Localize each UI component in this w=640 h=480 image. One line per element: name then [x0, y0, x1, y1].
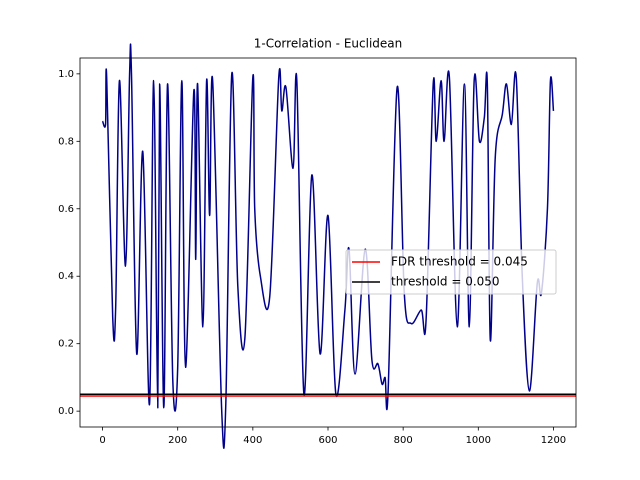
y-tick-label: 0.6	[58, 204, 74, 215]
line-series	[101, 43, 555, 449]
legend-label: threshold = 0.050	[391, 275, 500, 289]
x-tick-label: 0	[99, 435, 105, 446]
x-tick-label: 600	[318, 435, 337, 446]
legend-box	[345, 249, 557, 295]
x-tick-label: 1200	[541, 435, 566, 446]
chart-title: 1-Correlation - Euclidean	[254, 37, 403, 51]
y-tick-label: 0.2	[58, 339, 74, 350]
x-tick-label: 800	[394, 435, 413, 446]
x-tick-label: 1000	[466, 435, 491, 446]
axes-frame	[79, 57, 577, 428]
y-tick-label: 0.8	[58, 136, 74, 147]
y-tick-label: 0.0	[58, 406, 74, 417]
x-tick-label: 200	[168, 435, 187, 446]
x-tick-label: 400	[243, 435, 262, 446]
y-tick-label: 0.4	[58, 271, 74, 282]
legend-label: FDR threshold = 0.045	[391, 255, 528, 269]
y-tick-label: 1.0	[58, 69, 74, 80]
